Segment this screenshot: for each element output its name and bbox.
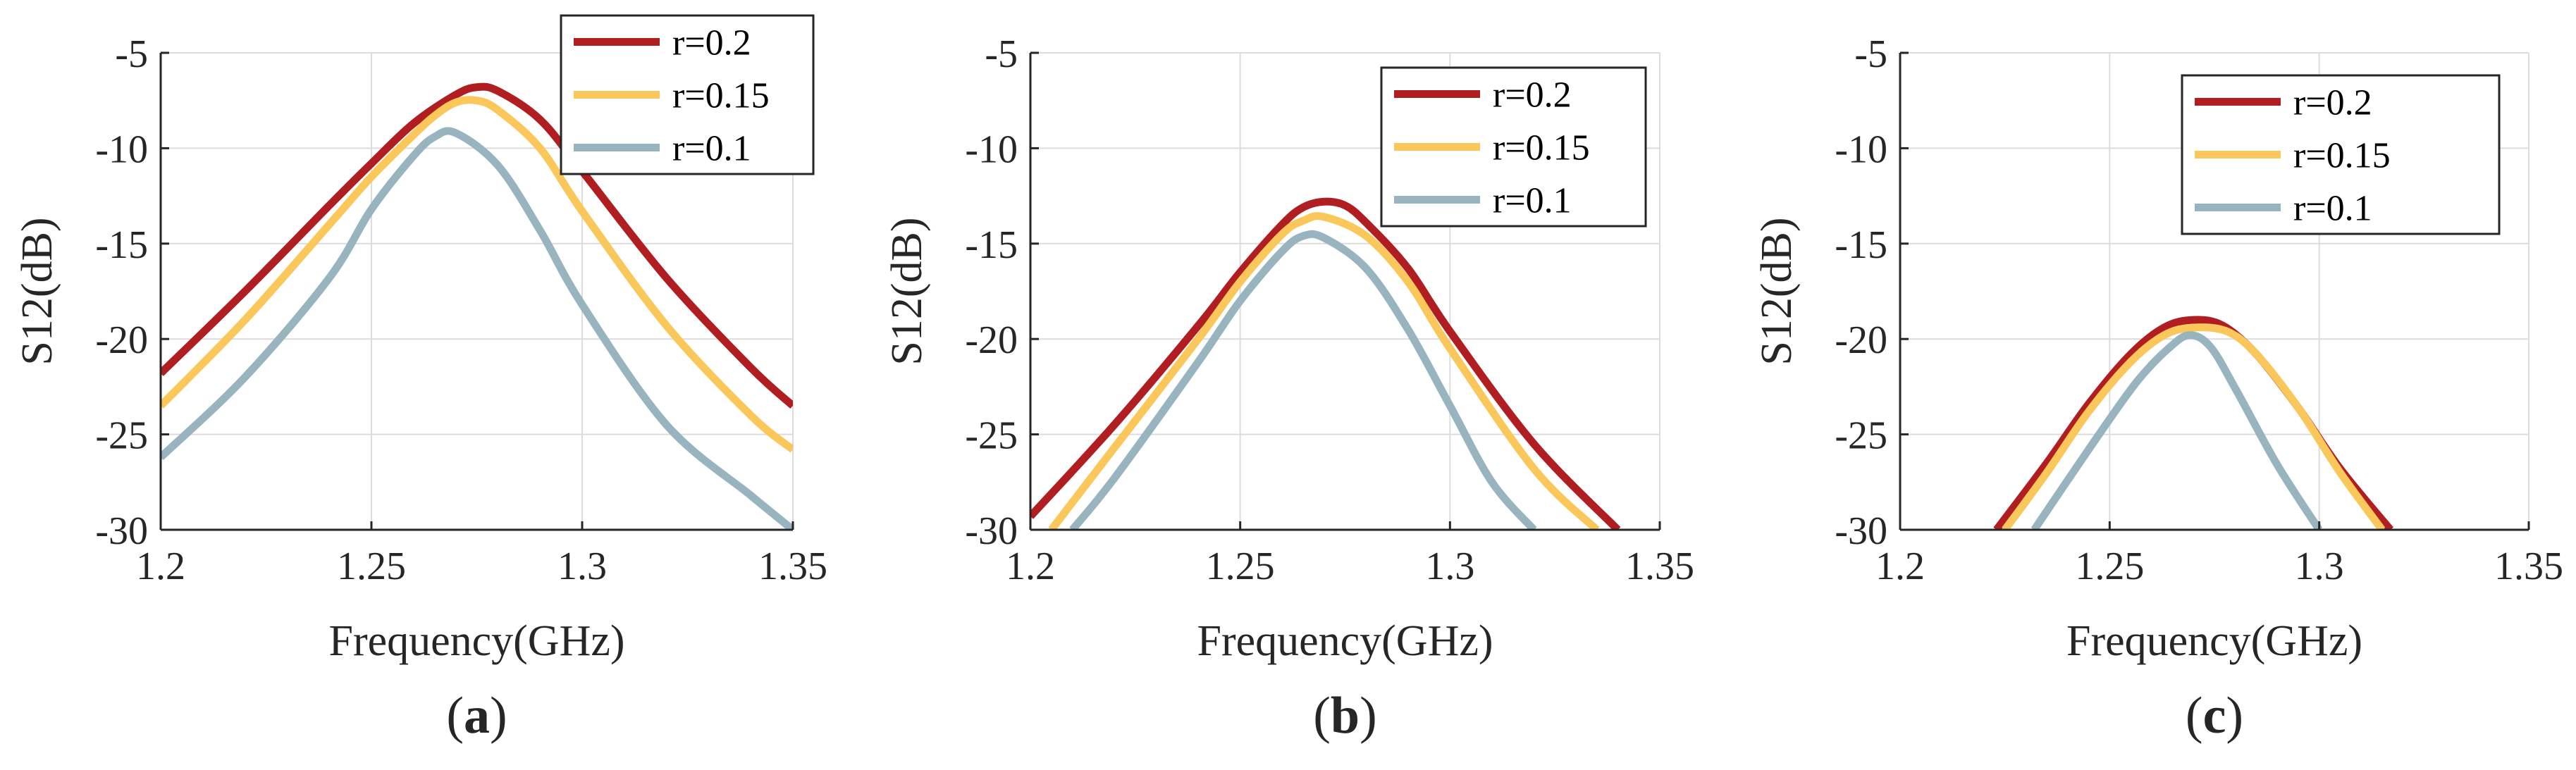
x-tick-label: 1.25 — [337, 545, 406, 588]
panel-label: (a) — [446, 687, 507, 745]
panel-label-open: ( — [1313, 687, 1331, 745]
y-tick-label: -30 — [965, 509, 1018, 553]
x-tick-label: 1.3 — [2295, 545, 2344, 588]
x-tick-label: 1.35 — [2494, 545, 2563, 588]
y-axis-label: S12(dB) — [883, 217, 931, 365]
panel-label-close: ) — [490, 687, 507, 745]
x-axis-label: Frequency(GHz) — [1197, 617, 1493, 665]
x-axis-label: Frequency(GHz) — [2066, 617, 2362, 665]
x-axis-label: Frequency(GHz) — [328, 617, 624, 665]
legend: r=0.2 r=0.15 r=0.1 — [2181, 74, 2501, 235]
panel-label-open: ( — [446, 687, 464, 745]
y-tick-label: -10 — [1835, 128, 1887, 171]
panel-label-open: ( — [2186, 687, 2203, 745]
y-tick-label: -20 — [1835, 318, 1887, 362]
y-tick-label: -15 — [1835, 223, 1887, 267]
y-tick-label: -25 — [95, 414, 148, 458]
x-tick-label: 1.35 — [758, 545, 827, 588]
y-axis-label: S12(dB) — [1753, 217, 1801, 365]
legend: r=0.2 r=0.15 r=0.1 — [1380, 66, 1647, 228]
x-tick-label: 1.2 — [1006, 545, 1055, 588]
chart-panel-a: 1.2 1.25 1.3 1.35 -5 -10 -15 -20 -25 -30 Frequency… — [13, 14, 827, 745]
legend-entry-label: r=0.2 — [672, 23, 751, 63]
x-tick-label: 1.35 — [1625, 545, 1694, 588]
y-tick-label: -25 — [1835, 414, 1887, 458]
series-line-r=0.15 — [2002, 323, 2386, 530]
panel-label-letter: c — [2203, 687, 2226, 745]
y-tick-label: -5 — [985, 32, 1018, 76]
series-group — [1030, 197, 1621, 530]
legend-entry-label: r=0.1 — [1493, 181, 1572, 221]
y-axis-label: S12(dB) — [13, 217, 61, 365]
series-line-r=0.2 — [161, 82, 793, 409]
x-tick-label: 1.3 — [1425, 545, 1474, 588]
legend-entry-label: r=0.15 — [2293, 136, 2391, 176]
legend-entry-label: r=0.2 — [2293, 83, 2372, 123]
y-tick-label: -25 — [965, 414, 1018, 458]
panel-label-close: ) — [2226, 687, 2243, 745]
legend: r=0.2 r=0.15 r=0.1 — [560, 14, 815, 175]
panel-label: (c) — [2186, 687, 2243, 745]
y-tick-label: -30 — [95, 509, 148, 553]
series-group — [1993, 316, 2394, 530]
panel-label-letter: a — [464, 687, 490, 745]
x-tick-label: 1.2 — [136, 545, 185, 588]
panel-label-letter: b — [1331, 687, 1360, 745]
series-line-r=0.1 — [2030, 331, 2323, 530]
chart-panel-c: 1.2 1.25 1.3 1.35 -5 -10 -15 -20 -25 -30 Frequency… — [1753, 32, 2563, 745]
x-tick-label: 1.3 — [557, 545, 607, 588]
series-line-r=0.2 — [1030, 197, 1621, 530]
panel-label: (b) — [1313, 687, 1376, 745]
legend-entry-label: r=0.2 — [1493, 75, 1572, 116]
y-tick-label: -20 — [965, 318, 1018, 362]
panel-label-close: ) — [1360, 687, 1377, 745]
series-line-r=0.1 — [161, 127, 793, 530]
y-tick-label: -5 — [1854, 32, 1887, 76]
series-line-r=0.15 — [161, 96, 793, 453]
y-tick-label: -15 — [965, 223, 1018, 267]
series-group — [161, 82, 793, 530]
y-tick-label: -30 — [1835, 509, 1887, 553]
y-tick-label: -15 — [95, 223, 148, 267]
x-tick-label: 1.2 — [1875, 545, 1925, 588]
legend-entry-label: r=0.1 — [2293, 189, 2372, 229]
series-line-r=0.15 — [1048, 212, 1600, 530]
x-tick-label: 1.25 — [2075, 545, 2144, 588]
x-tick-label: 1.25 — [1206, 545, 1275, 588]
y-tick-label: -10 — [95, 128, 148, 171]
legend-entry-label: r=0.15 — [672, 76, 770, 116]
legend-entry-label: r=0.15 — [1493, 128, 1590, 168]
series-line-r=0.1 — [1069, 230, 1537, 530]
y-tick-label: -10 — [965, 128, 1018, 171]
chart-panel-b: 1.2 1.25 1.3 1.35 -5 -10 -15 -20 -25 -30 Frequency… — [883, 32, 1694, 745]
y-tick-label: -5 — [115, 32, 148, 76]
legend-entry-label: r=0.1 — [672, 129, 751, 169]
y-tick-label: -20 — [95, 318, 148, 362]
